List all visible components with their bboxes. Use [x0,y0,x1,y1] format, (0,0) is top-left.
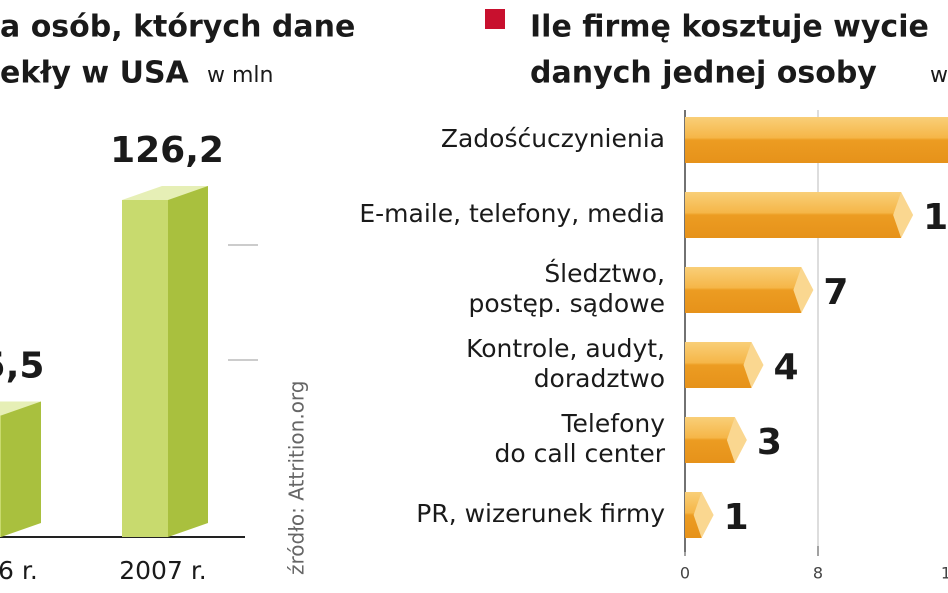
right-unit: w [930,63,948,88]
category-label: Kontrole, audyt, doradztwo [466,334,665,393]
bar-top [0,401,41,416]
category-label: Zadośćuczynienia [441,124,665,153]
value-label: 126,2 [110,130,224,171]
category-label: Telefony do call center [495,409,666,468]
bar [122,200,168,537]
right-title: Ile firmę kosztuje wycie [530,10,929,45]
x-tick-label: 0 [680,564,690,583]
value-label: 45,5 [0,345,44,386]
bar [685,192,902,238]
left-unit: w mln [207,63,273,88]
value-label: 13 [923,197,948,238]
bar [685,342,752,388]
left-title: a osób, których dane [0,10,355,45]
value-label: 1 [724,497,749,538]
category-label: PR, wizerunek firmy [416,499,665,528]
bar-top [122,186,208,200]
bar [685,492,702,538]
bar [0,415,1,537]
bar-side [166,186,208,537]
bar [685,417,735,463]
x-tick-label: 8 [813,564,823,583]
value-label: 7 [823,272,848,313]
bar [685,267,802,313]
bar [685,117,948,163]
category-label: 6 r. [0,556,38,585]
value-label: 3 [757,422,782,463]
bar-tip [793,267,814,313]
left-title: ekły w USA [0,56,190,91]
bar-tip [693,492,714,538]
source: źródło: Attrition.org [285,381,309,576]
title-marker [485,9,505,29]
category-label: Śledztwo, postęp. sądowe [469,258,665,318]
bar-tip [893,192,914,238]
bar-side [0,401,41,537]
value-label: 4 [774,347,799,388]
right-title: danych jednej osoby [530,56,877,91]
category-label: E-maile, telefony, media [359,199,665,228]
x-tick-label: 16 [941,564,948,583]
category-label: 2007 r. [119,556,207,585]
bar-tip [726,417,747,463]
bar-tip [743,342,764,388]
